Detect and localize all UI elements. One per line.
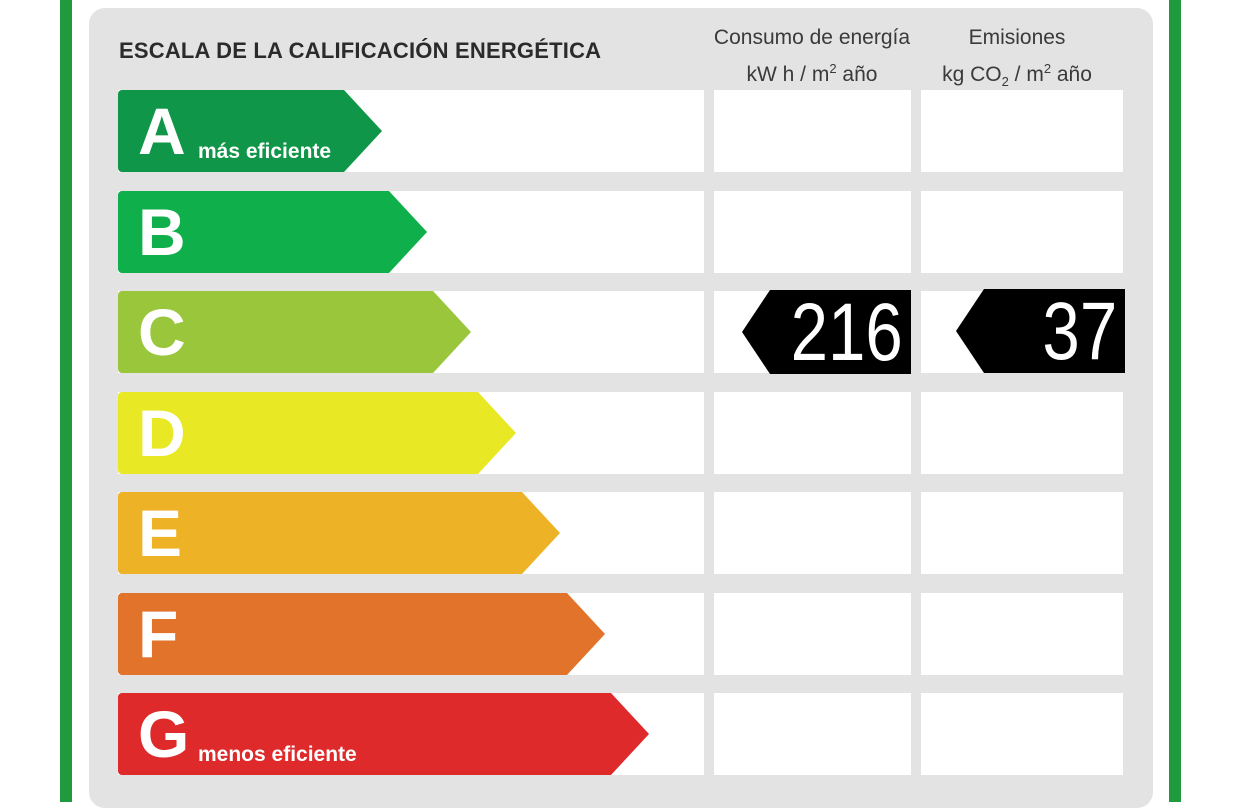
rating-letter-g: G — [138, 697, 190, 771]
rating-sublabel-g: menos eficiente — [198, 743, 357, 766]
consumo-cell-a — [714, 90, 911, 172]
rating-arrow-f: F — [118, 593, 605, 675]
emisiones-cell-e — [921, 492, 1123, 574]
consumo-value: 216 — [790, 287, 903, 378]
emisiones-value-tag: 37 — [956, 289, 1125, 373]
rating-sublabel-a: más eficiente — [198, 140, 332, 163]
frame-border-left — [60, 0, 72, 802]
consumo-cell-d — [714, 392, 911, 474]
rating-letter-c: C — [138, 295, 186, 369]
rating-letter-a: A — [138, 94, 186, 168]
consumo-cell-f — [714, 593, 911, 675]
consumo-header-line1: Consumo de energía — [713, 26, 911, 49]
consumo-cell-e — [714, 492, 911, 574]
rating-arrow-c: C — [118, 291, 471, 373]
consumo-cell-g — [714, 693, 911, 775]
emisiones-header-unit: kg CO2 / m2 año — [942, 61, 1092, 89]
emisiones-cell-b — [921, 191, 1123, 273]
rating-letter-e: E — [138, 496, 183, 570]
rating-letter-d: D — [138, 396, 186, 470]
frame-border-right — [1169, 0, 1181, 802]
emisiones-cell-g — [921, 693, 1123, 775]
rating-arrow-e: E — [118, 492, 560, 574]
emisiones-value: 37 — [1042, 286, 1117, 377]
rating-letter-f: F — [138, 597, 179, 671]
page-title: ESCALA DE LA CALIFICACIÓN ENERGÉTICA — [119, 38, 602, 63]
emisiones-header-line1: Emisiones — [968, 26, 1066, 49]
rating-arrow-d: D — [118, 392, 516, 474]
consumo-header-unit: kW h / m2 año — [746, 61, 878, 86]
consumo-value-tag: 216 — [742, 290, 911, 374]
rating-letter-b: B — [138, 195, 186, 269]
emisiones-cell-a — [921, 90, 1123, 172]
column-header-emisiones: Emisiones kg CO2 / m2 año — [920, 22, 1114, 97]
emisiones-cell-f — [921, 593, 1123, 675]
consumo-cell-b — [714, 191, 911, 273]
rating-arrow-b: B — [118, 191, 427, 273]
column-header-consumo: Consumo de energía kW h / m2 año — [708, 22, 916, 90]
emisiones-cell-d — [921, 392, 1123, 474]
